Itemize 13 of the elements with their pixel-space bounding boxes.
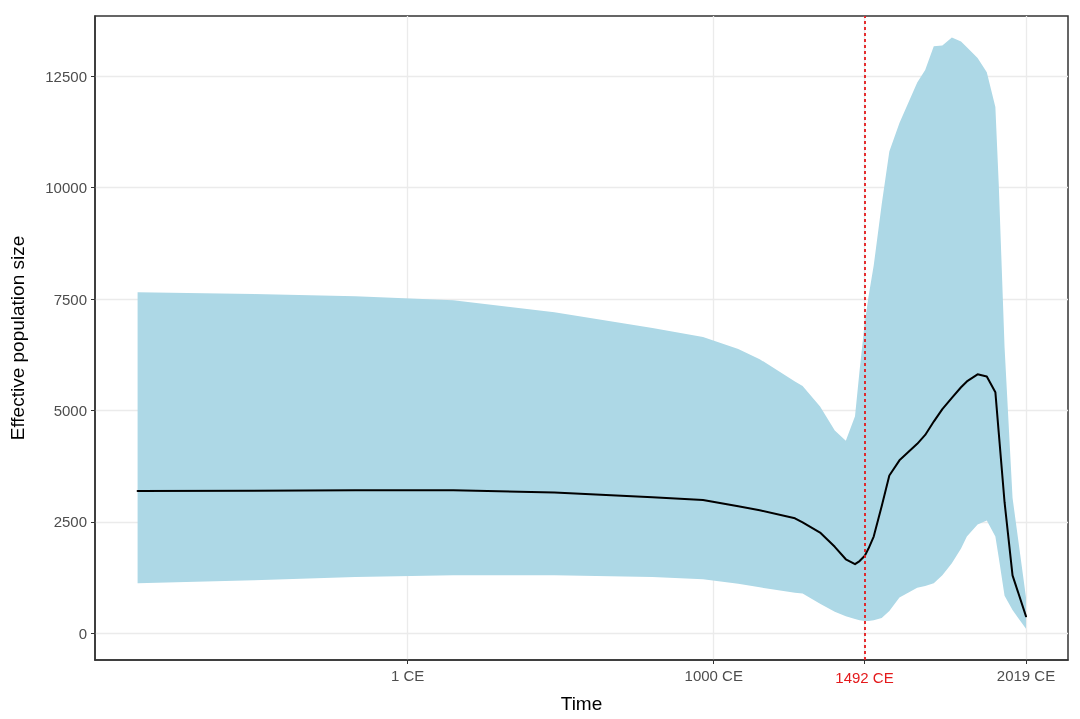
y-tick-label: 12500	[45, 67, 87, 85]
x-tick-label: 1000 CE	[684, 667, 743, 684]
x-axis-title: Time	[560, 693, 603, 714]
y-tick-label: 5000	[53, 401, 87, 419]
x-tick-label: 1 CE	[390, 667, 425, 684]
line-series	[136, 373, 1028, 618]
y-axis-title: Effective population size	[7, 235, 28, 441]
y-tick-label: 7500	[53, 290, 87, 308]
y-tick-label: 10000	[45, 179, 87, 197]
y-tick-label: 0	[78, 624, 87, 642]
ref-line-label: 1492 CE	[835, 669, 894, 686]
x-tick-label: 2019 CE	[996, 667, 1056, 684]
y-tick-label: 2500	[53, 513, 87, 531]
